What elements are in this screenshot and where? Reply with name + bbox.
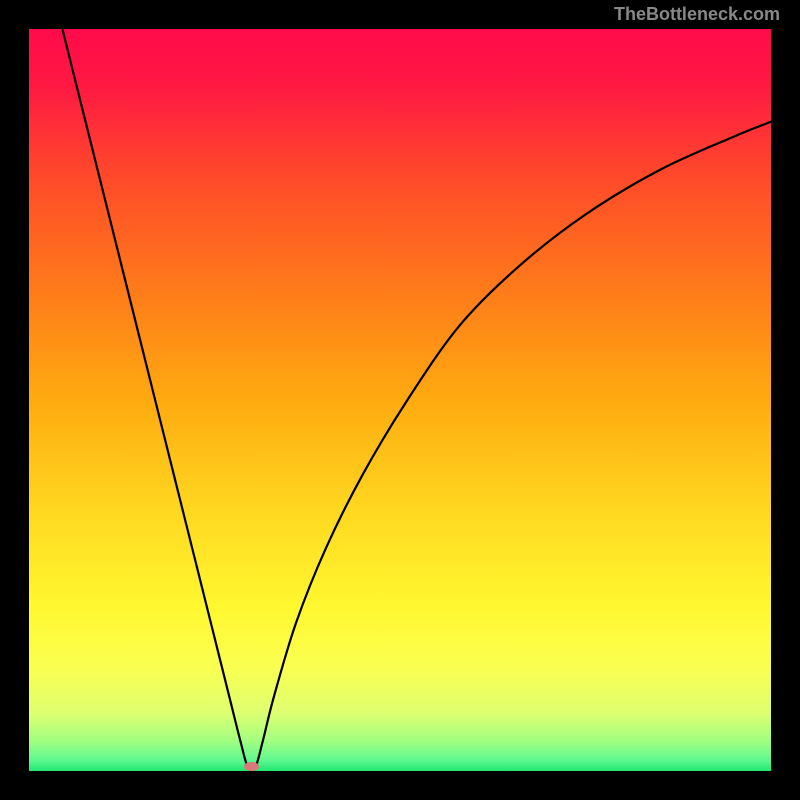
chart-canvas: TheBottleneck.com <box>0 0 800 800</box>
plot-area <box>29 29 771 771</box>
watermark-text: TheBottleneck.com <box>614 4 780 25</box>
bottleneck-curve <box>29 29 771 771</box>
